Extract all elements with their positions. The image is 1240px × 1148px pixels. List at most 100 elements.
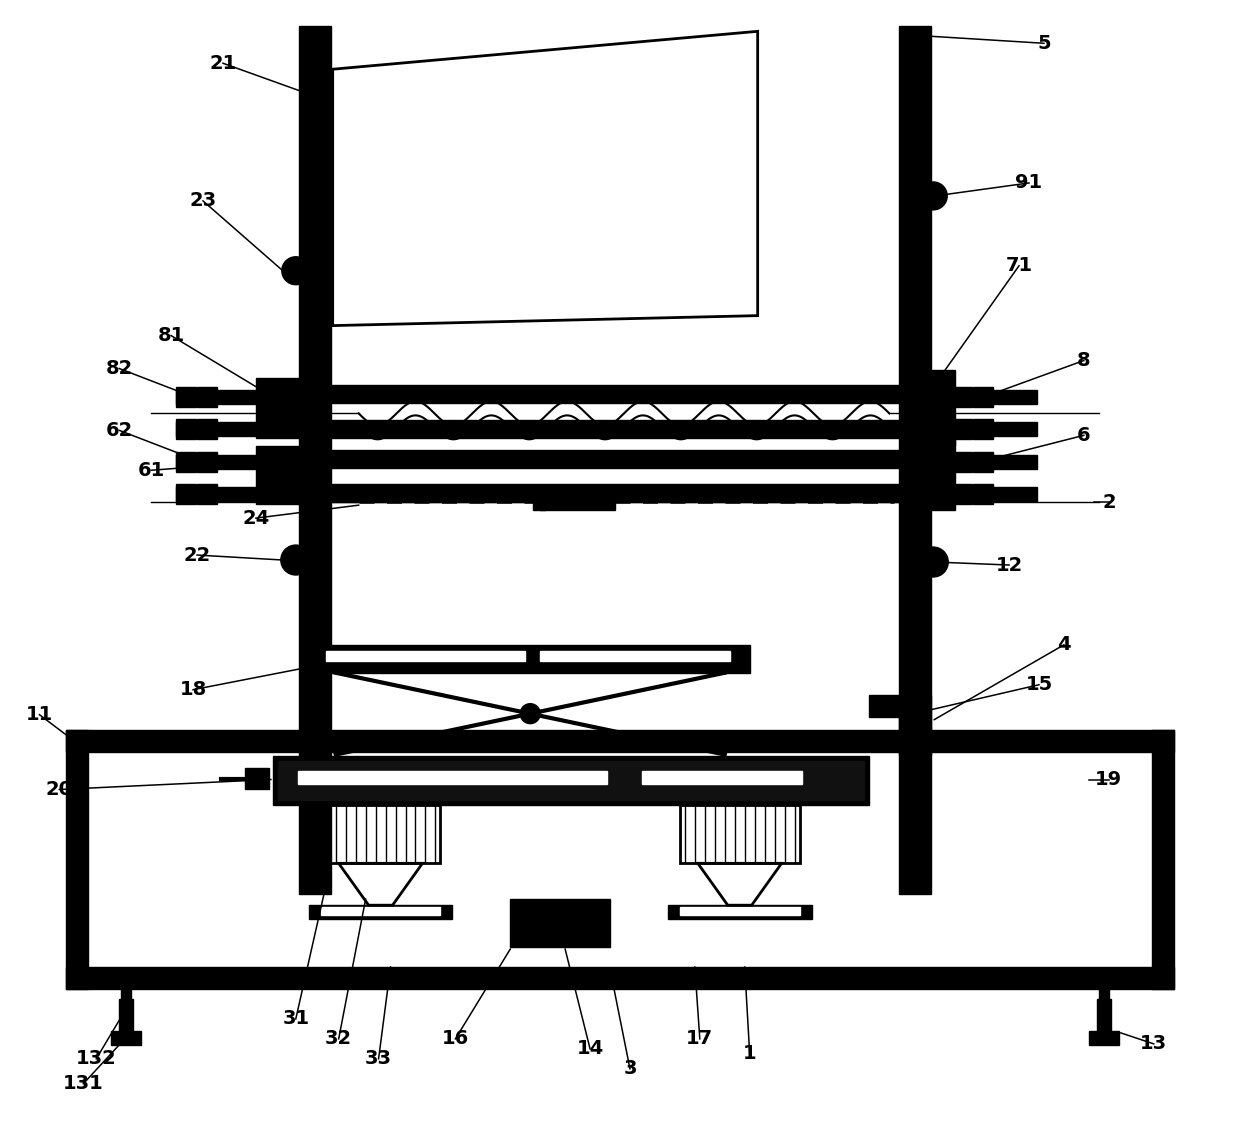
Bar	[511, 899, 610, 947]
Bar	[869, 695, 929, 716]
Bar	[900, 439, 955, 510]
Bar	[246, 768, 269, 790]
Bar	[1099, 985, 1109, 999]
Text: 62: 62	[105, 421, 133, 440]
Bar	[176, 484, 196, 504]
Text: 24: 24	[242, 509, 269, 528]
Bar	[952, 419, 972, 440]
Bar	[176, 487, 258, 502]
Text: 8: 8	[1078, 351, 1091, 370]
Circle shape	[521, 704, 541, 723]
Bar	[541, 651, 729, 661]
Circle shape	[919, 548, 949, 577]
Text: 4: 4	[1058, 635, 1070, 654]
Bar	[680, 907, 800, 915]
Circle shape	[919, 181, 947, 210]
Bar	[321, 907, 440, 915]
Bar	[952, 487, 1037, 502]
Text: 14: 14	[577, 1039, 604, 1058]
Text: 31: 31	[283, 1009, 309, 1029]
Text: 71: 71	[1006, 256, 1033, 276]
Text: 22: 22	[184, 545, 211, 565]
Text: 2: 2	[1102, 492, 1116, 512]
Bar	[973, 484, 993, 504]
Bar	[952, 422, 1037, 436]
Bar	[533, 492, 546, 510]
Bar	[952, 388, 972, 408]
Bar	[176, 452, 196, 472]
Bar	[952, 390, 1037, 404]
Text: 33: 33	[365, 1049, 392, 1069]
Text: 6: 6	[1078, 426, 1091, 444]
Bar	[299, 386, 905, 403]
Bar	[541, 492, 615, 510]
Bar	[1152, 730, 1173, 988]
Bar	[299, 26, 331, 894]
Bar	[176, 456, 258, 470]
Bar	[680, 806, 800, 863]
Bar	[176, 422, 258, 436]
Bar	[309, 905, 453, 920]
Text: 1: 1	[743, 1045, 756, 1063]
Bar	[299, 450, 905, 468]
Bar	[1097, 999, 1111, 1031]
Text: 12: 12	[996, 556, 1023, 574]
Text: 132: 132	[76, 1049, 117, 1069]
Bar	[176, 388, 196, 408]
Bar	[642, 770, 801, 784]
Bar	[952, 452, 972, 472]
Bar	[176, 419, 196, 440]
Bar	[899, 26, 931, 894]
Circle shape	[280, 545, 311, 575]
Bar	[197, 452, 217, 472]
Bar	[255, 379, 304, 439]
Bar	[973, 452, 993, 472]
Bar	[112, 1031, 141, 1045]
Bar	[278, 760, 864, 800]
Text: 18: 18	[180, 681, 207, 699]
Text: 61: 61	[138, 460, 165, 480]
Bar	[67, 730, 88, 988]
Bar	[952, 484, 972, 504]
Bar	[176, 390, 258, 404]
Text: 23: 23	[190, 192, 217, 210]
Text: 3: 3	[624, 1060, 636, 1078]
Bar	[668, 905, 811, 920]
Bar	[273, 755, 869, 806]
Bar	[119, 999, 133, 1031]
Bar	[197, 419, 217, 440]
Bar	[311, 645, 750, 673]
Text: 19: 19	[1095, 770, 1122, 789]
Text: 16: 16	[441, 1030, 469, 1048]
Bar	[197, 388, 217, 408]
Text: 131: 131	[63, 1075, 104, 1093]
Bar	[299, 484, 905, 502]
Text: 81: 81	[157, 326, 185, 346]
Bar	[67, 967, 1173, 988]
Bar	[255, 447, 304, 504]
Bar	[973, 419, 993, 440]
Text: 20: 20	[46, 779, 73, 799]
Bar	[122, 985, 131, 999]
Bar	[326, 651, 526, 661]
Bar	[321, 806, 440, 863]
Text: 32: 32	[325, 1030, 352, 1048]
Text: 13: 13	[1140, 1034, 1167, 1054]
Bar	[298, 770, 608, 784]
Bar	[299, 420, 905, 439]
Bar	[973, 388, 993, 408]
Bar	[952, 456, 1037, 470]
Text: 21: 21	[210, 54, 237, 72]
Bar	[197, 484, 217, 504]
Text: 17: 17	[686, 1030, 713, 1048]
Text: 82: 82	[105, 359, 133, 378]
Bar	[1089, 1031, 1118, 1045]
Bar	[900, 371, 955, 445]
Bar	[67, 730, 1173, 752]
Circle shape	[281, 257, 310, 285]
Text: 15: 15	[1025, 675, 1053, 695]
Bar	[899, 695, 931, 754]
Text: 5: 5	[1037, 33, 1050, 53]
Text: 91: 91	[1016, 173, 1043, 193]
Text: 11: 11	[26, 705, 53, 724]
